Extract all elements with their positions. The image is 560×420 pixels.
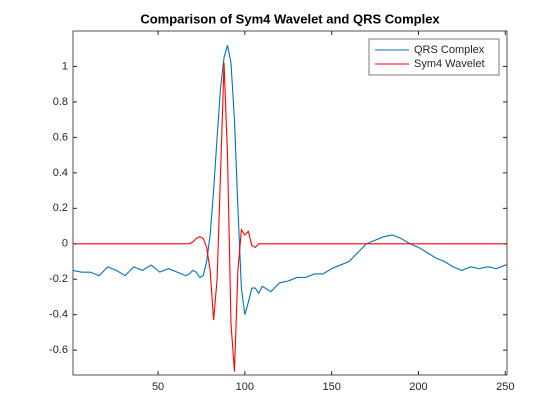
plot-area	[73, 31, 507, 375]
x-tick-label: 250	[496, 381, 514, 393]
x-tick-label: 150	[322, 381, 340, 393]
y-tick-label: -0.2	[49, 273, 68, 285]
legend-label: Sym4 Wavelet	[414, 58, 485, 70]
y-tick-label: 0	[62, 238, 68, 250]
y-tick-label: 0.8	[53, 96, 68, 108]
legend-label: QRS Complex	[414, 44, 485, 56]
y-tick-label: 0.6	[53, 131, 68, 143]
series-line	[73, 45, 507, 315]
x-tick-label: 200	[409, 381, 427, 393]
x-tick-label: 50	[152, 381, 164, 393]
series-line	[73, 62, 507, 372]
y-tick-label: 0.4	[53, 167, 68, 179]
x-tick-label: 100	[236, 381, 254, 393]
y-tick-label: 0.2	[53, 202, 68, 214]
y-tick-label: -0.4	[49, 309, 68, 321]
y-tick-label: -0.6	[49, 344, 68, 356]
legend-box	[368, 38, 500, 76]
y-tick-label: 1	[62, 60, 68, 72]
chart-title: Comparison of Sym4 Wavelet and QRS Compl…	[140, 11, 440, 26]
axes-box	[72, 30, 508, 376]
